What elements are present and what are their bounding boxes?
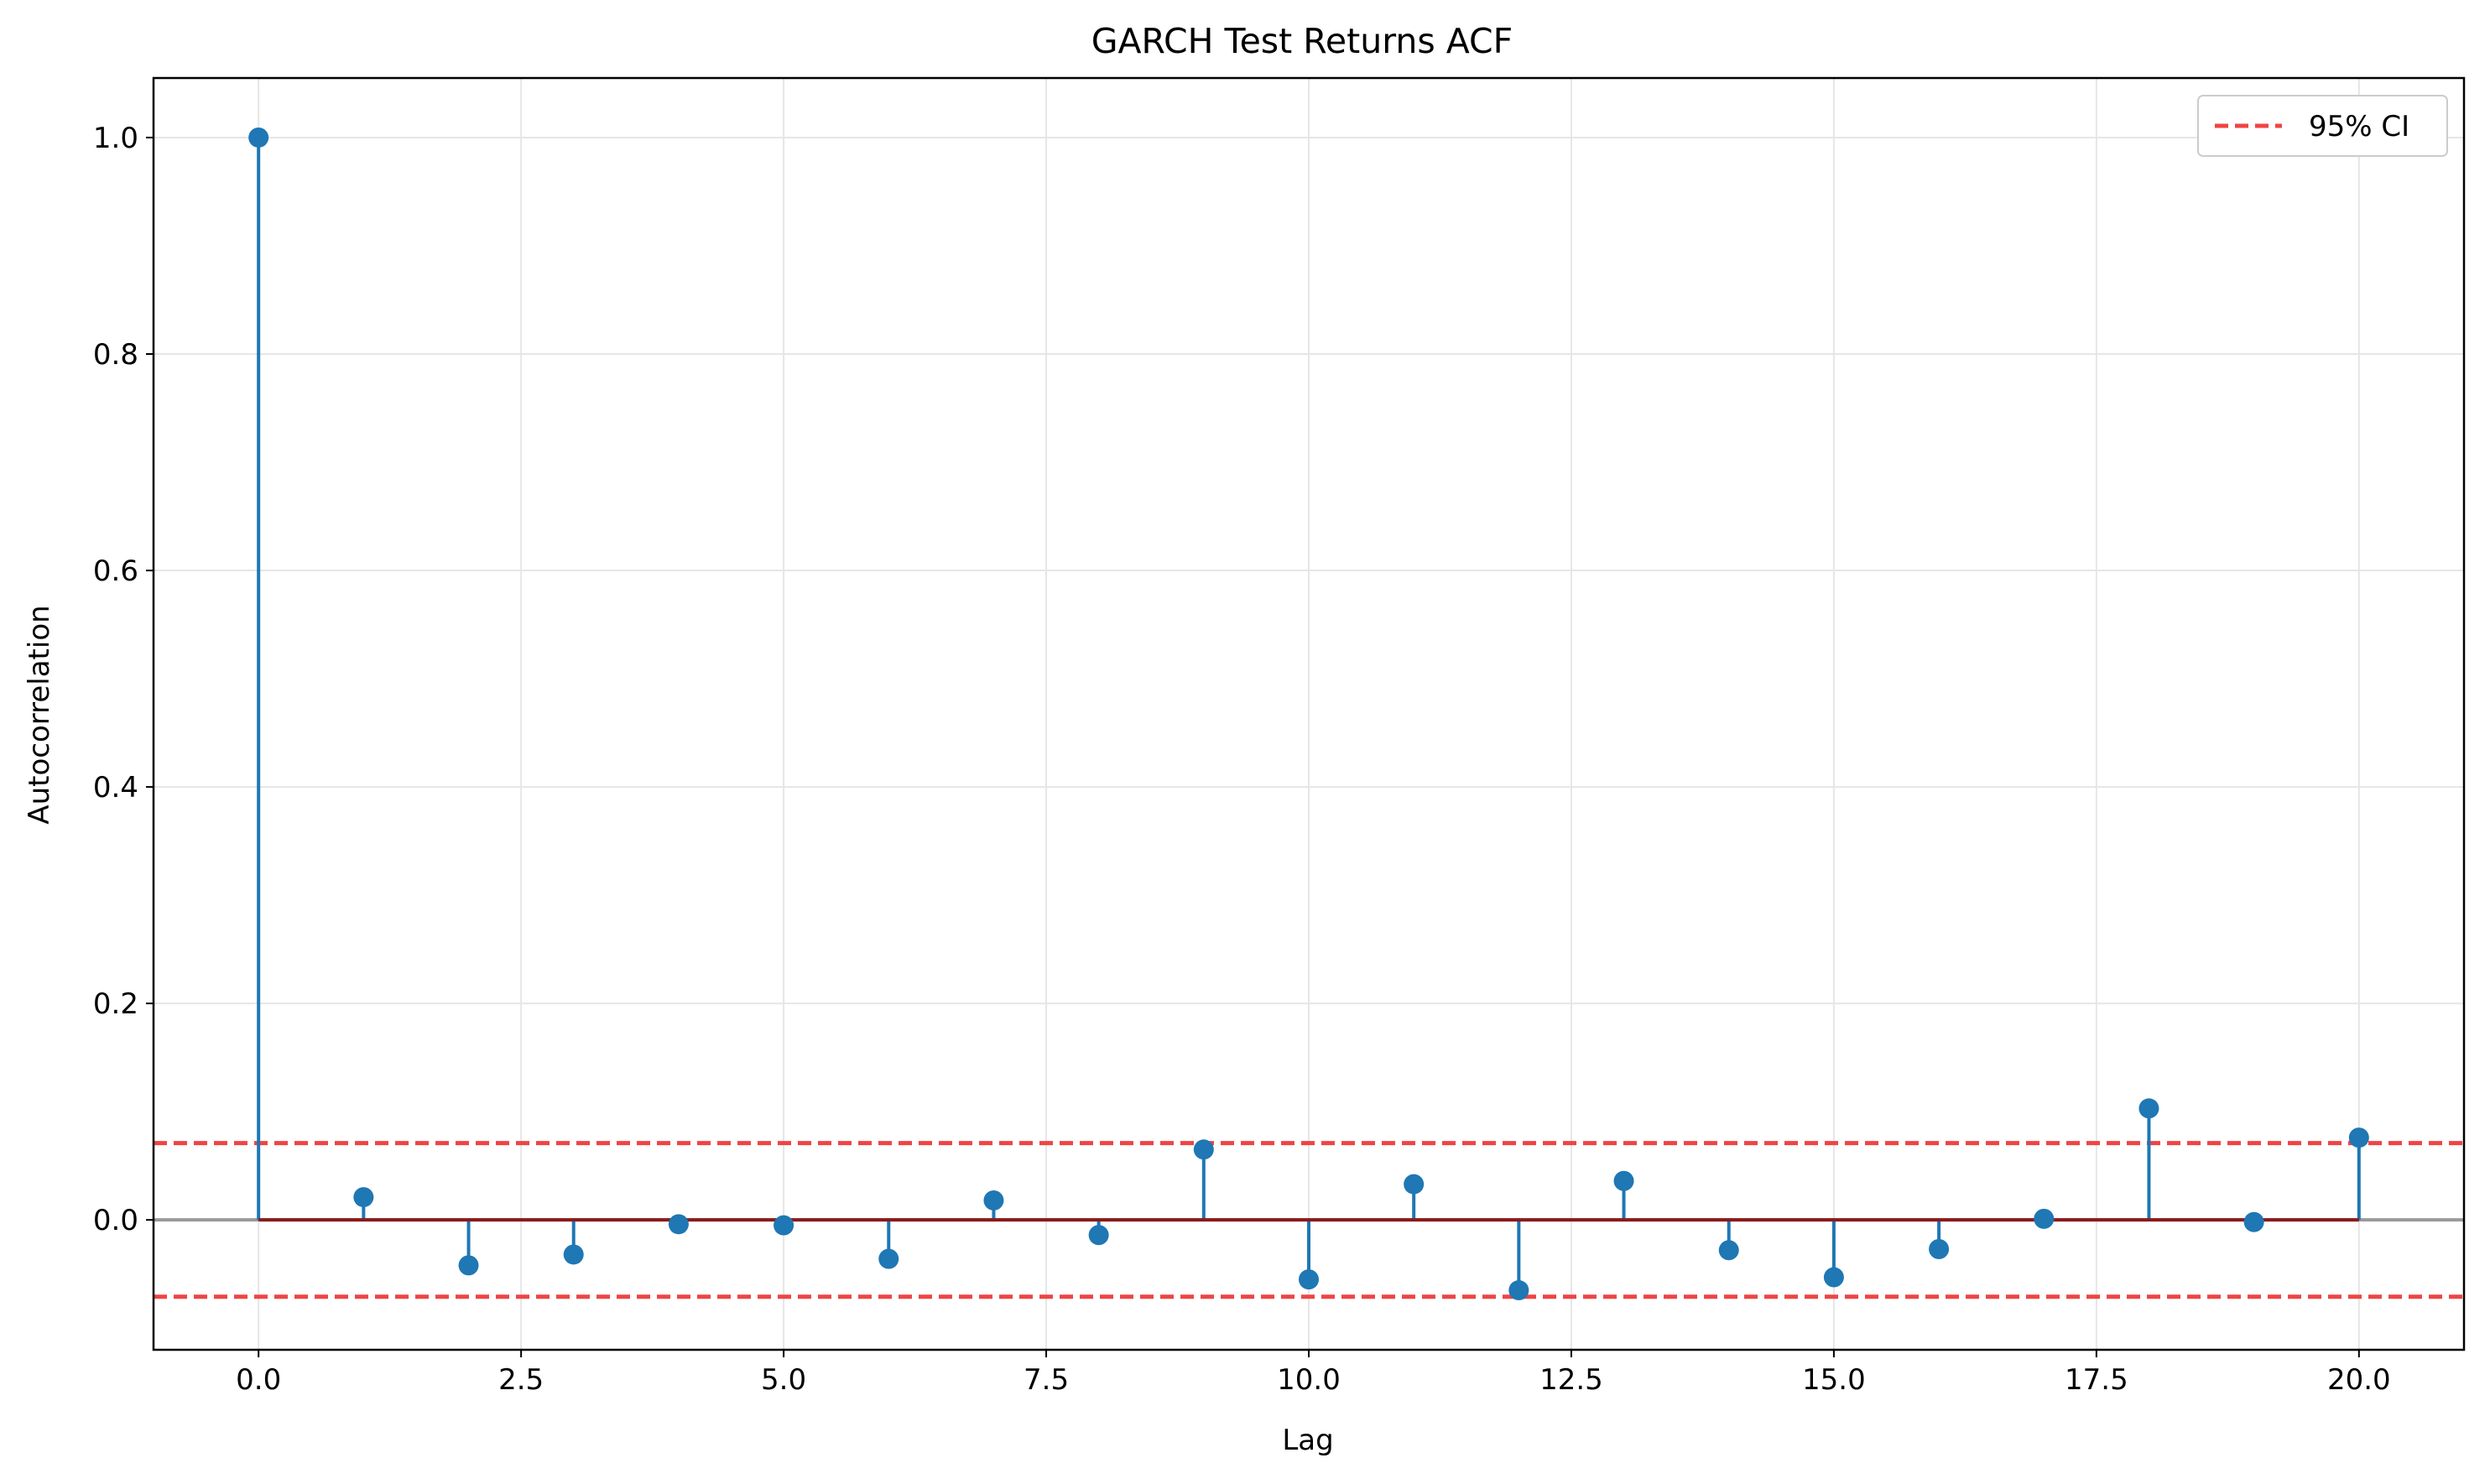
x-axis-ticks: 0.0 2.5 5.0 7.5 10.0 12.5 15.0 17.5 20.0 — [236, 1350, 2391, 1397]
y-tick-label: 0.0 — [93, 1204, 138, 1237]
x-tick-label: 10.0 — [1277, 1363, 1341, 1397]
x-tick-label: 5.0 — [761, 1363, 806, 1397]
acf-marker — [878, 1248, 899, 1269]
acf-marker — [1404, 1174, 1425, 1195]
acf-marker — [563, 1244, 584, 1265]
y-tick-label: 0.2 — [93, 987, 138, 1021]
y-axis-ticks: 0.0 0.2 0.4 0.6 0.8 1.0 — [93, 122, 154, 1237]
acf-marker — [1508, 1280, 1529, 1301]
acf-marker — [248, 127, 269, 148]
legend-ci-label: 95% CI — [2309, 110, 2409, 143]
legend-box — [2197, 95, 2448, 157]
acf-marker — [1299, 1269, 1319, 1290]
x-tick-label: 20.0 — [2327, 1363, 2391, 1397]
acf-marker — [1193, 1139, 1214, 1160]
y-axis-label: Autocorrelation — [23, 605, 56, 824]
acf-marker — [353, 1187, 374, 1208]
x-tick-label: 15.0 — [1802, 1363, 1866, 1397]
acf-marker — [1823, 1267, 1844, 1288]
acf-marker — [1929, 1239, 1950, 1260]
y-tick-label: 0.8 — [93, 338, 138, 372]
acf-marker — [983, 1190, 1004, 1211]
acf-marker — [2034, 1208, 2055, 1229]
acf-marker — [2348, 1127, 2369, 1148]
acf-marker — [774, 1215, 794, 1236]
acf-marker — [668, 1214, 689, 1235]
chart-title: GARCH Test Returns ACF — [1091, 21, 1513, 61]
acf-marker — [2138, 1098, 2159, 1119]
y-tick-label: 0.4 — [93, 771, 138, 804]
x-tick-label: 17.5 — [2065, 1363, 2128, 1397]
confidence-interval-layer — [154, 1141, 2464, 1299]
y-tick-label: 0.6 — [93, 555, 138, 588]
x-axis-label: Lag — [1282, 1424, 1333, 1457]
acf-marker — [1613, 1170, 1634, 1191]
acf-marker — [1088, 1225, 1109, 1246]
x-tick-label: 7.5 — [1024, 1363, 1069, 1397]
legend: 95% CI — [2197, 95, 2448, 157]
acf-marker — [458, 1255, 479, 1276]
x-tick-label: 12.5 — [1539, 1363, 1603, 1397]
x-tick-label: 2.5 — [498, 1363, 544, 1397]
y-tick-label: 1.0 — [93, 122, 138, 155]
acf-marker — [1718, 1240, 1739, 1261]
x-tick-label: 0.0 — [236, 1363, 281, 1397]
acf-marker — [2243, 1211, 2264, 1232]
marker-layer — [248, 127, 2369, 1301]
